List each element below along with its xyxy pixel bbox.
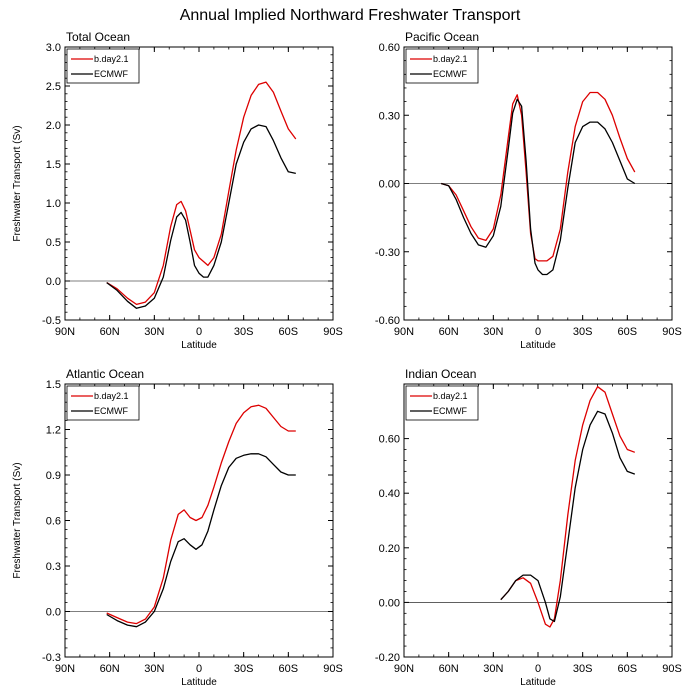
x-tick-label: 0: [196, 663, 202, 675]
x-tick-label: 60N: [100, 663, 120, 675]
panel-title: Atlantic Ocean: [66, 367, 144, 381]
x-tick-label: 90N: [394, 663, 414, 675]
x-tick-label: 90N: [55, 326, 75, 338]
legend-box: [66, 48, 140, 84]
x-tick-label: 30S: [234, 663, 254, 675]
x-tick-label: 90S: [323, 326, 343, 338]
series-line-ecmwf: [106, 124, 296, 309]
legend: b.day2.1 ECMWF: [66, 385, 140, 421]
y-tick-label: 0.60: [379, 434, 400, 446]
legend-label-ecmwf: ECMWF: [94, 406, 128, 416]
x-axis-label: Latitude: [181, 677, 217, 688]
panel-atlantic-ocean: 90N 60N 30N 0 30S 60S 90S -0.3 0.0 0.3 0.6 0.9 1.2 1.…: [12, 367, 343, 688]
x-tick-label: 90S: [323, 663, 343, 675]
y-tick-label: 0.5: [46, 237, 61, 249]
panel-title: Indian Ocean: [405, 367, 476, 381]
y-tick-label: 1.5: [46, 379, 61, 391]
x-tick-label: 30N: [483, 663, 503, 675]
series-line-ecmwf: [106, 453, 296, 628]
series-line-b-day2-1: [441, 91, 636, 262]
plot-frame: [64, 46, 334, 321]
plot-frame: [403, 383, 673, 658]
legend: b.day2.1 ECMWF: [405, 385, 479, 421]
panel-indian-ocean: 90N 60N 30N 0 30S 60S 90S -0.20 0.00 0.20 0.40 0.60…: [375, 367, 682, 688]
legend-label-ecmwf: ECMWF: [433, 406, 467, 416]
x-tick-label: 0: [196, 326, 202, 338]
plot-frame: [64, 383, 334, 658]
y-tick-label: 0.0: [46, 607, 61, 619]
y-tick-label: 0.60: [379, 42, 400, 54]
y-tick-label: 0.20: [379, 543, 400, 555]
y-tick-label: 0.40: [379, 488, 400, 500]
y-tick-label: 1.2: [46, 425, 61, 437]
x-tick-label: 90N: [394, 326, 414, 338]
panel-total-ocean: 90N 60N 30N 0 30S 60S 90S -0.5 0.0 0.5 1.0 1.5 2.0 2.…: [12, 30, 343, 351]
y-axis-label: Freshwater Transport (Sv): [12, 125, 23, 241]
legend-label-b-day2-1: b.day2.1: [94, 54, 129, 64]
series-line-b-day2-1: [500, 386, 636, 628]
y-tick-label: 2.5: [46, 81, 61, 93]
y-tick-label: 1.5: [46, 159, 61, 171]
panel-title: Total Ocean: [66, 30, 130, 44]
y-tick-label: -0.60: [375, 315, 400, 327]
x-tick-label: 30S: [234, 326, 254, 338]
legend-box: [66, 385, 140, 421]
figure-title: Annual Implied Northward Freshwater Tran…: [180, 7, 521, 24]
legend-label-b-day2-1: b.day2.1: [94, 391, 129, 401]
y-tick-label: 3.0: [46, 42, 61, 54]
x-tick-label: 0: [535, 326, 541, 338]
x-tick-label: 30N: [144, 663, 164, 675]
y-tick-label: -0.3: [42, 652, 61, 664]
x-tick-label: 60S: [618, 663, 638, 675]
x-tick-label: 30N: [144, 326, 164, 338]
x-tick-label: 30N: [483, 326, 503, 338]
x-tick-label: 90S: [662, 663, 682, 675]
y-tick-label: -0.30: [375, 247, 400, 259]
x-tick-label: 30S: [573, 663, 593, 675]
series-line-ecmwf: [500, 410, 636, 623]
series-line-ecmwf: [441, 98, 636, 276]
x-tick-label: 60S: [279, 663, 299, 675]
legend-box: [405, 385, 479, 421]
x-tick-label: 0: [535, 663, 541, 675]
x-axis-label: Latitude: [520, 677, 556, 688]
x-axis-label: Latitude: [520, 340, 556, 351]
y-tick-label: 0.00: [379, 597, 400, 609]
y-tick-label: 0.30: [379, 110, 400, 122]
legend-label-b-day2-1: b.day2.1: [433, 54, 468, 64]
panel-pacific-ocean: 90N 60N 30N 0 30S 60S 90S -0.60 -0.30 0.00 0.30 0.6…: [375, 30, 682, 351]
y-tick-label: -0.5: [42, 315, 61, 327]
x-tick-label: 60N: [439, 663, 459, 675]
y-tick-label: 0.3: [46, 561, 61, 573]
series-line-b-day2-1: [106, 404, 296, 625]
legend-label-ecmwf: ECMWF: [94, 69, 128, 79]
x-tick-label: 60N: [100, 326, 120, 338]
x-tick-label: 60S: [618, 326, 638, 338]
x-tick-label: 90N: [55, 663, 75, 675]
y-tick-label: 1.0: [46, 198, 61, 210]
y-axis-label: Freshwater Transport (Sv): [12, 462, 23, 578]
y-tick-label: 0.9: [46, 470, 61, 482]
x-tick-label: 30S: [573, 326, 593, 338]
y-tick-label: 0.00: [379, 179, 400, 191]
legend-label-b-day2-1: b.day2.1: [433, 391, 468, 401]
y-tick-label: -0.20: [375, 652, 400, 664]
legend-box: [405, 48, 479, 84]
x-tick-label: 60N: [439, 326, 459, 338]
y-tick-label: 0.6: [46, 516, 61, 528]
panel-title: Pacific Ocean: [405, 30, 479, 44]
x-axis-label: Latitude: [181, 340, 217, 351]
y-tick-label: 0.0: [46, 276, 61, 288]
x-tick-label: 60S: [279, 326, 299, 338]
y-tick-label: 2.0: [46, 120, 61, 132]
legend: b.day2.1 ECMWF: [405, 48, 479, 84]
series-line-b-day2-1: [106, 81, 297, 306]
x-tick-label: 90S: [662, 326, 682, 338]
legend: b.day2.1 ECMWF: [66, 48, 140, 84]
legend-label-ecmwf: ECMWF: [433, 69, 467, 79]
